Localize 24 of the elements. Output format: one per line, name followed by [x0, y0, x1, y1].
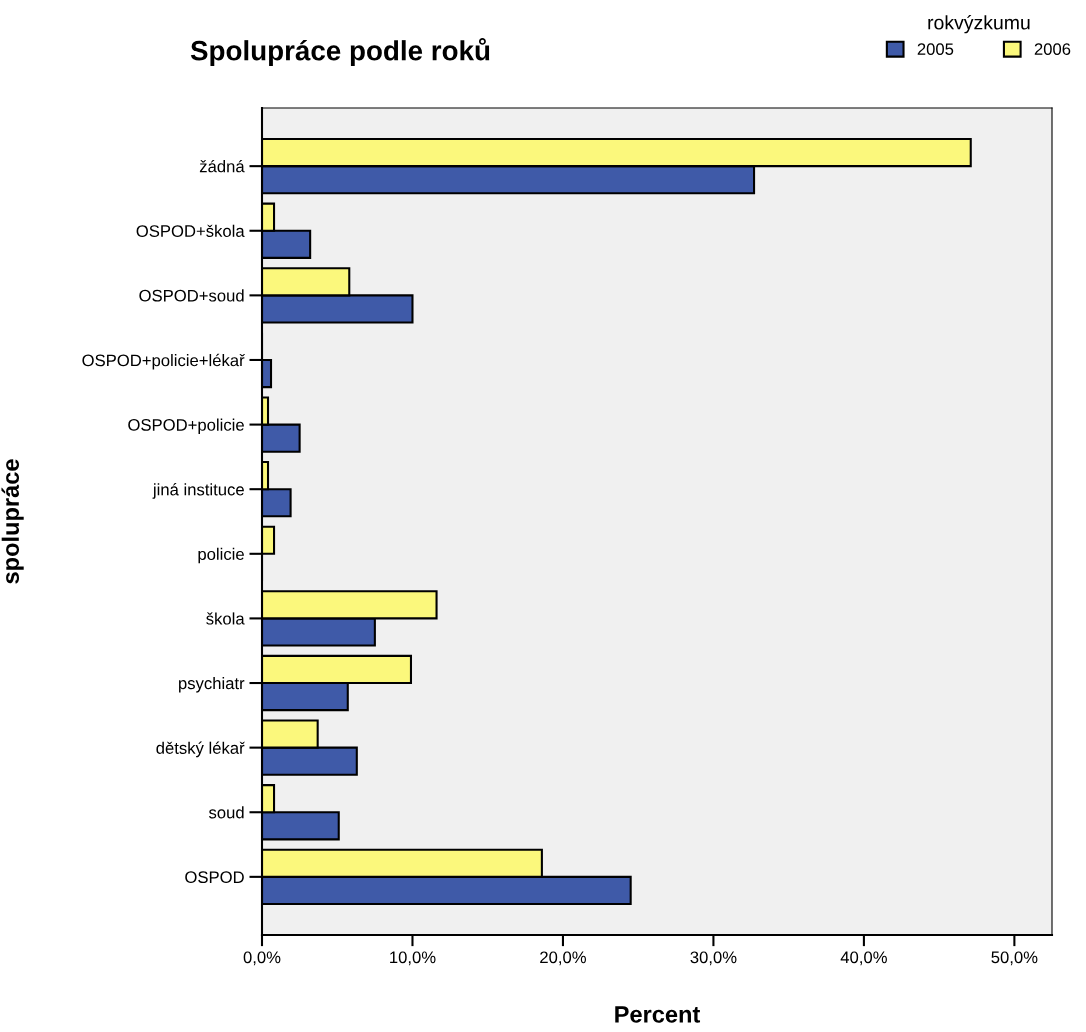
x-tick-label: 50,0%	[991, 951, 1038, 966]
y-tick-label: policie	[198, 547, 244, 564]
y-tick-label: škola	[206, 612, 245, 625]
y-tick-label: jiná instituce	[152, 483, 244, 499]
y-tick-label: soud	[208, 806, 244, 819]
y-tick-label: OSPOD+škola	[136, 224, 245, 237]
x-tick-label: 10,0%	[390, 951, 436, 966]
legend-label: 2006	[1034, 43, 1071, 56]
x-tick-label: 30,0%	[690, 951, 737, 966]
y-axis-title: spolupráce	[1, 459, 24, 584]
y-tick-label: dětský lékař	[156, 741, 245, 758]
legend-title: rokvýzkumu	[928, 15, 1030, 34]
chart-title: Spolupráce podle roků	[190, 37, 490, 67]
legend-label: 2005	[917, 43, 954, 56]
y-tick-label: OSPOD+policie	[128, 418, 244, 435]
y-tick-label: OSPOD	[185, 871, 244, 884]
x-tick-label: 20,0%	[540, 951, 586, 966]
x-axis-title: Percent	[615, 1006, 701, 1023]
y-tick-label: žádná	[199, 159, 245, 173]
x-tick-label: 0,0%	[243, 951, 281, 966]
y-tick-label: psychiatr	[179, 676, 245, 693]
y-tick-label: OSPOD+policie+lékař	[82, 353, 245, 370]
y-tick-label: OSPOD+soud	[139, 289, 244, 302]
x-tick-label: 40,0%	[840, 951, 887, 966]
